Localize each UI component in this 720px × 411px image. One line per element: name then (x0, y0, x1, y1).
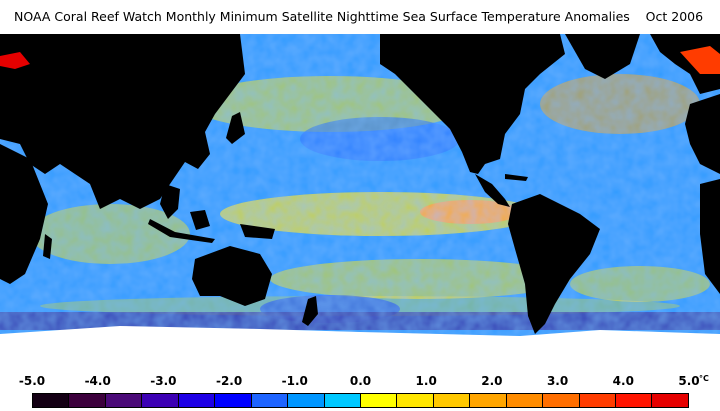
land-europe (685, 94, 720, 174)
tick-label: -2.0 (215, 374, 243, 388)
tick-label: 4.0 (612, 374, 634, 388)
land-north-america (380, 34, 565, 174)
arctic-warm-patch (0, 52, 30, 69)
warm-anomaly-east-pacific (420, 200, 520, 224)
colorbar-swatch (543, 394, 580, 407)
tick-label: 3.0 (546, 374, 569, 388)
warm-south-atlantic (570, 266, 710, 302)
warm-north-atlantic (540, 74, 700, 134)
land-cuba (505, 174, 528, 181)
colorbar-swatch (652, 394, 688, 407)
land-japan (226, 112, 245, 144)
land-indochina (160, 184, 180, 219)
warm-band-south-pacific (270, 259, 570, 299)
colorbar (32, 393, 689, 408)
land-central-america (475, 174, 510, 207)
map-title: NOAA Coral Reef Watch Monthly Minimum Sa… (14, 9, 704, 24)
arctic-warm-patch-east (680, 46, 720, 74)
colorbar-swatch (433, 394, 471, 407)
unit-label: °C (699, 374, 709, 383)
tick-label: 1.0 (415, 374, 437, 388)
tick-label: -5.0 (18, 374, 46, 388)
tick-label: 5.0 (678, 374, 700, 388)
tick-label: -4.0 (84, 374, 111, 388)
tick-label: 0.0 (349, 374, 372, 388)
colorbar-swatch (33, 394, 70, 407)
land-greenland (565, 34, 640, 79)
colorbar-swatch (397, 394, 434, 407)
colorbar-swatch (324, 394, 361, 407)
colorbar-swatch (215, 394, 252, 407)
land-eurasia-west (0, 34, 245, 209)
sst-anomaly-map (0, 34, 720, 373)
land-india (70, 164, 118, 204)
colorbar-swatch (142, 394, 179, 407)
colorbar-swatch (579, 394, 616, 407)
tick-label: 2.0 (481, 374, 503, 388)
colorbar-swatch (105, 394, 143, 407)
tick-label: -1.0 (281, 374, 308, 388)
land-madagascar (43, 234, 52, 259)
colorbar-swatch (360, 394, 398, 407)
colorbar-swatch (506, 394, 544, 407)
land-sumatra-java (148, 219, 215, 243)
world-map-svg (0, 34, 720, 373)
colorbar-swatch (288, 394, 325, 407)
land-new-zealand (302, 296, 318, 326)
colorbar-swatch (69, 394, 106, 407)
tick-label: -3.0 (150, 374, 177, 388)
land-borneo (190, 210, 210, 230)
colorbar-unit: °C (699, 374, 709, 389)
colorbar-tick-labels: -5.0 -4.0 -3.0 -2.0 -1.0 0.0 1.0 2.0 3.0… (0, 374, 720, 392)
land-africa-east-edge (700, 179, 720, 294)
colorbar-swatch (178, 394, 216, 407)
land-masses (0, 34, 720, 334)
land-new-guinea (240, 224, 275, 239)
land-australia (192, 246, 272, 306)
colorbar-swatch (470, 394, 507, 407)
land-south-america (508, 194, 600, 334)
colorbar-swatch (251, 394, 289, 407)
cool-north-pacific (300, 117, 460, 161)
land-africa (0, 144, 48, 284)
colorbar-swatch (616, 394, 653, 407)
land-antarctica (0, 326, 720, 373)
